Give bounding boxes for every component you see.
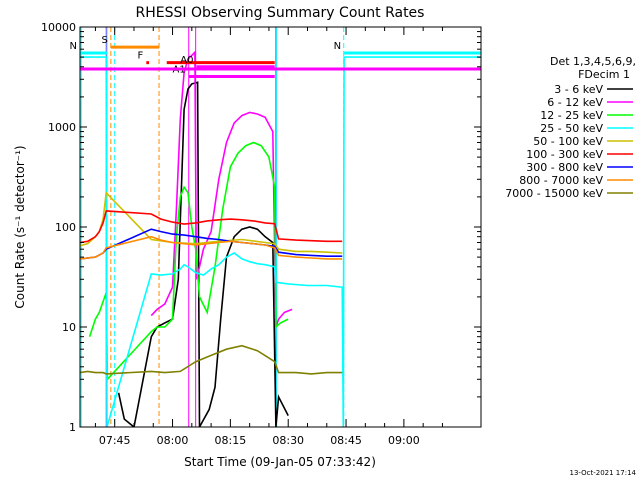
series-line-800-7000-kev bbox=[80, 235, 343, 260]
instrument-flags: SNNFA1A0 bbox=[70, 35, 481, 78]
legend-label-3-6-kev: 3 - 6 keV bbox=[554, 83, 603, 96]
flag-label: A0 bbox=[180, 55, 193, 66]
y-tick-label: 1 bbox=[69, 421, 76, 434]
series-line-3-6-kev bbox=[117, 81, 289, 427]
series-line-25-50-kev bbox=[80, 56, 481, 427]
flag-label: F bbox=[138, 51, 144, 62]
y-tick-label: 100 bbox=[55, 221, 76, 234]
x-axis-label: Start Time (09-Jan-05 07:33:42) bbox=[184, 455, 376, 469]
x-axis: 07:45 08:00 08:15 08:30 08:45 09:00 bbox=[94, 27, 482, 447]
flag-label: S bbox=[101, 35, 107, 46]
series-line-100-300-kev bbox=[80, 210, 343, 244]
y-axis: 1 10 100 1000 10000 bbox=[41, 21, 481, 434]
x-tick-label: 08:30 bbox=[272, 434, 304, 447]
series-line-6-12-kev bbox=[150, 50, 293, 328]
y-tick-label: 10000 bbox=[41, 21, 76, 34]
legend-label-300-800-kev: 300 - 800 keV bbox=[526, 161, 603, 174]
legend-label-7000-15000-kev: 7000 - 15000 keV bbox=[505, 187, 603, 200]
y-tick-label: 10 bbox=[62, 321, 76, 334]
footer-timestamp: 13-Oct-2021 17:14 bbox=[570, 469, 637, 477]
legend-label-50-100-kev: 50 - 100 keV bbox=[533, 135, 603, 148]
legend-label-800-7000-kev: 800 - 7000 keV bbox=[519, 174, 603, 187]
legend-label-12-25-kev: 12 - 25 keV bbox=[540, 109, 603, 122]
x-tick-label: 09:00 bbox=[388, 434, 420, 447]
x-tick-label: 08:00 bbox=[157, 434, 189, 447]
y-tick-label: 1000 bbox=[48, 121, 76, 134]
legend-title-line-2: FDecim 1 bbox=[578, 68, 630, 81]
y-axis-label: Count Rate (s⁻¹ detector⁻¹) bbox=[13, 145, 27, 308]
series-lines bbox=[80, 50, 481, 427]
flag-label: N bbox=[70, 41, 77, 52]
series-line-300-800-kev bbox=[80, 228, 343, 260]
legend-title-line-1: Det 1,3,4,5,6,9, bbox=[550, 55, 636, 68]
x-tick-label: 07:45 bbox=[99, 434, 131, 447]
series-line-7000-15000-kev bbox=[80, 344, 343, 375]
chart-title: RHESSI Observing Summary Count Rates bbox=[136, 5, 425, 21]
x-tick-label: 08:45 bbox=[330, 434, 362, 447]
x-tick-label: 08:15 bbox=[215, 434, 247, 447]
legend-label-25-50-kev: 25 - 50 keV bbox=[540, 122, 603, 135]
legend-label-6-12-kev: 6 - 12 keV bbox=[547, 96, 603, 109]
legend-label-100-300-kev: 100 - 300 keV bbox=[526, 148, 603, 161]
flag-label: N bbox=[334, 41, 341, 52]
